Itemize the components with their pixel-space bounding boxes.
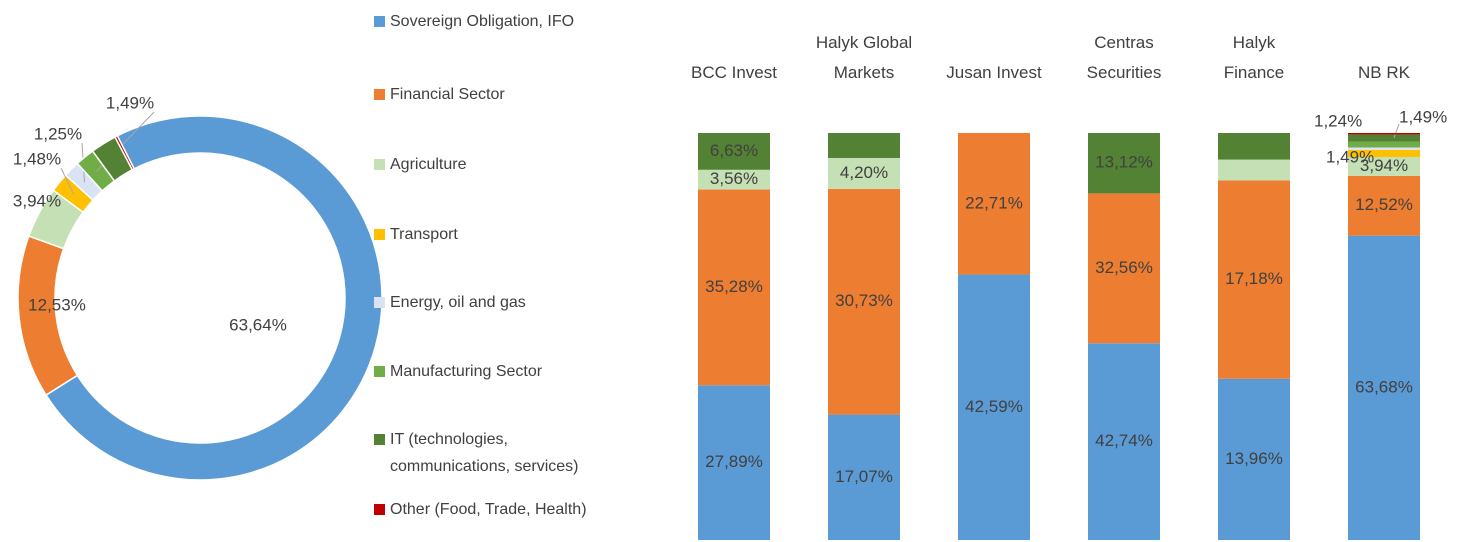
data-label: 22,71% (965, 193, 1023, 212)
legend-label: Sovereign Obligation, IFO (390, 13, 575, 30)
data-label: 63,68% (1355, 377, 1413, 396)
data-label: 30,73% (835, 291, 893, 310)
data-label: 13,96% (1225, 449, 1283, 468)
legend-label: Financial Sector (390, 86, 505, 103)
legend-swatch (374, 16, 385, 27)
data-label: 27,89% (705, 452, 763, 471)
category-label: Jusan Invest (946, 63, 1042, 82)
bar-segment (1218, 133, 1290, 160)
bar-segment (1348, 141, 1420, 148)
bar-segment (1348, 149, 1420, 157)
data-label: 35,28% (705, 277, 763, 296)
category-label: Centras Securities (1086, 33, 1162, 82)
bar-segment (1348, 235, 1420, 540)
bar-segment (828, 133, 900, 158)
data-label: 12,53% (28, 295, 86, 314)
data-label: 32,56% (1095, 258, 1153, 277)
legend-label: Transport (390, 226, 458, 243)
legend-swatch (374, 159, 385, 170)
data-label: 17,18% (1225, 269, 1283, 288)
donut-slice (114, 134, 136, 171)
data-label: 1,48% (13, 149, 61, 168)
bar-segment (1348, 156, 1420, 176)
legend-label: Agriculture (390, 156, 467, 173)
leader-line (1393, 123, 1400, 139)
data-label: 12,52% (1355, 195, 1413, 214)
data-label: 6,63% (710, 141, 758, 160)
legend-label: IT (technologies, communications, servic… (390, 431, 579, 475)
bar-segment (1348, 175, 1420, 236)
data-label: 3,94% (13, 191, 61, 210)
legend-swatch (374, 297, 385, 308)
bar-segment (828, 157, 900, 189)
legend-swatch (374, 366, 385, 377)
bar-segment (1088, 193, 1160, 344)
bar-segment (1218, 180, 1290, 379)
data-label: 1,24% (1314, 111, 1362, 130)
bar-segment (698, 169, 770, 190)
legend-label: Other (Food, Trade, Health) (390, 501, 587, 518)
data-label: 1,49% (1399, 107, 1447, 126)
data-label: 1,49% (106, 93, 154, 112)
bar-segment (1348, 147, 1420, 150)
bar-segment (1218, 378, 1290, 540)
data-label: 63,64% (229, 315, 287, 334)
category-label: Halyk Finance (1223, 33, 1285, 82)
leader-line (60, 167, 75, 195)
legend-swatch (374, 434, 385, 445)
legend-label: Manufacturing Sector (390, 363, 543, 380)
bar-segment (1348, 133, 1420, 135)
bar-segment (1088, 343, 1160, 540)
data-label: 42,59% (965, 397, 1023, 416)
data-label: 3,56% (710, 169, 758, 188)
bar-segment (698, 133, 770, 170)
category-label: Halyk Global Markets (815, 33, 913, 82)
donut-slice (17, 235, 79, 397)
data-label: 1,49% (1326, 147, 1374, 166)
data-label: 3,94% (1360, 156, 1408, 175)
legend-label: Energy, oil and gas (390, 294, 526, 311)
bar-segment (1348, 134, 1420, 142)
bar-segment (828, 188, 900, 415)
legend-swatch (374, 229, 385, 240)
data-label: 13,12% (1095, 153, 1153, 172)
data-label: 1,25% (34, 124, 82, 143)
bar-segment (828, 414, 900, 540)
data-label: 17,07% (835, 467, 893, 486)
bar-segment (1088, 133, 1160, 194)
bar-segment (958, 133, 1030, 275)
bar-segment (698, 385, 770, 540)
bar-segment (698, 189, 770, 386)
data-label: 42,74% (1095, 431, 1153, 450)
data-label: 4,20% (840, 163, 888, 182)
legend-swatch (374, 89, 385, 100)
category-label: NB RK (1358, 63, 1410, 82)
legend-swatch (374, 504, 385, 515)
bar-segment (1218, 159, 1290, 181)
donut-slice (45, 115, 383, 481)
bar-segment (958, 274, 1030, 540)
category-label: BCC Invest (691, 63, 777, 82)
